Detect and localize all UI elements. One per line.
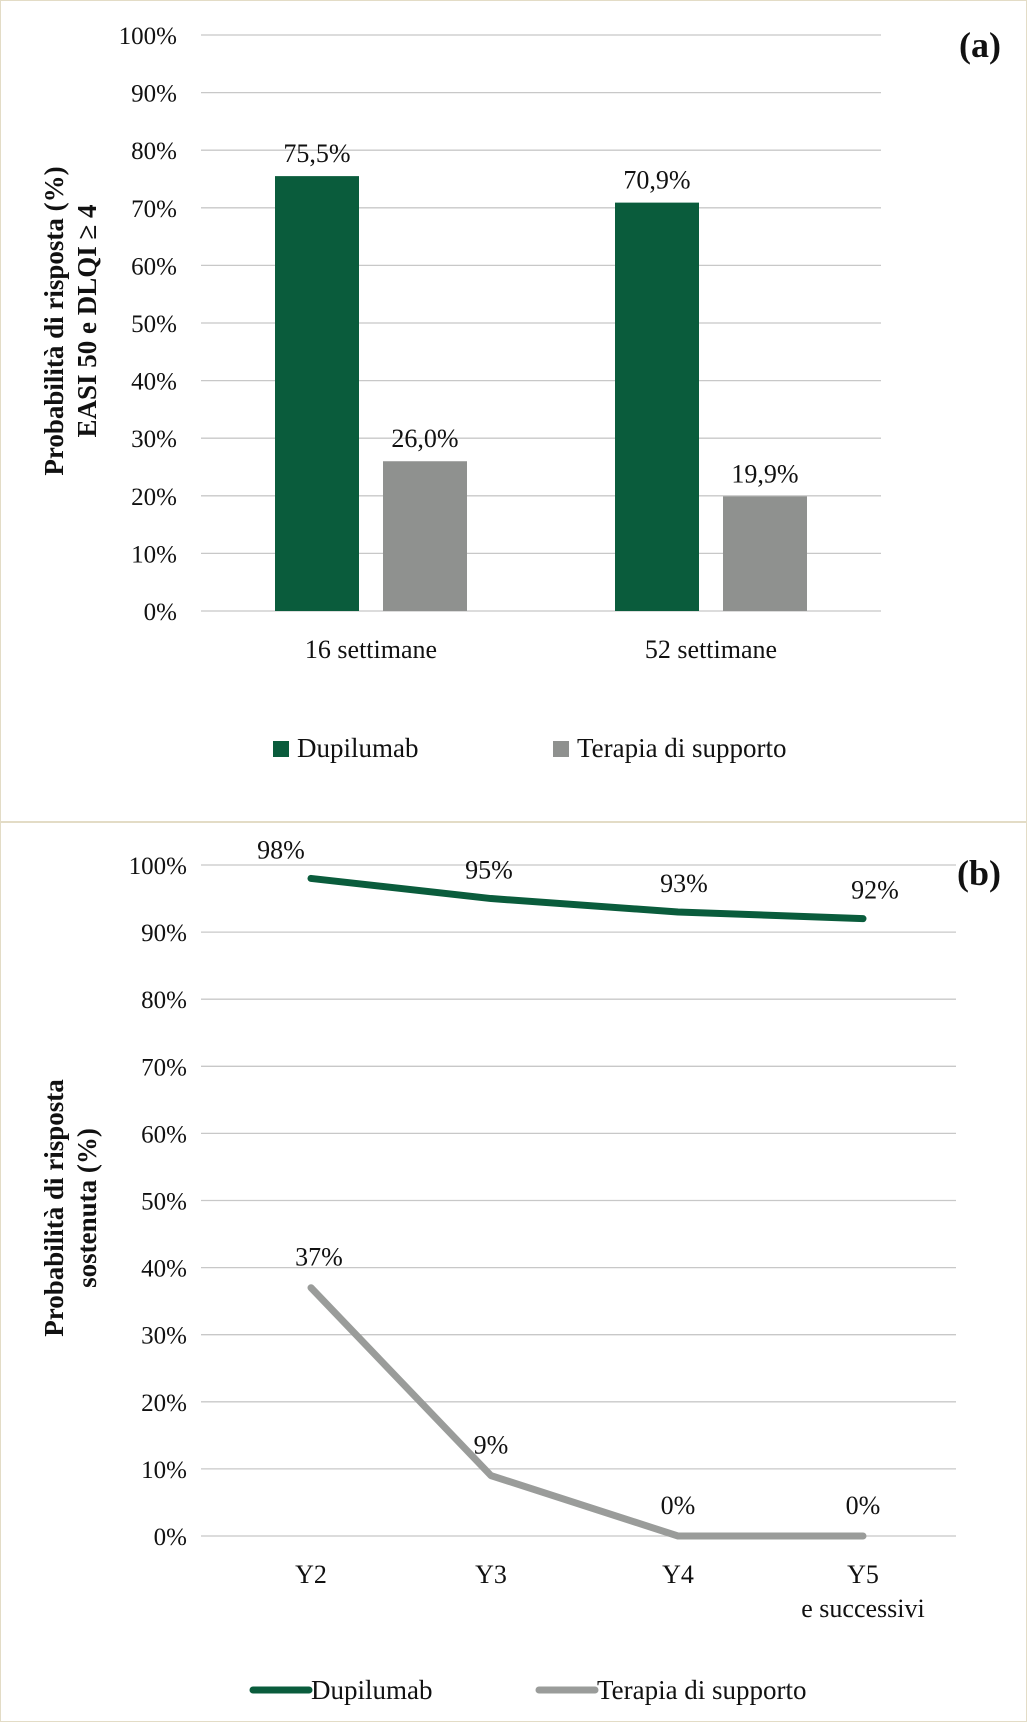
bar-terapia-di-supporto [383, 461, 467, 611]
bar-chart: 0% 10% 20% 30% 40% 50% 60% 70% 80% 90% 100% 75,5% 26… [39, 23, 1001, 763]
data-label: 92% [851, 876, 899, 905]
y-tick-label: 90% [131, 81, 177, 108]
y-tick-label: 60% [141, 1121, 187, 1148]
y-tick-label: 20% [141, 1390, 187, 1417]
y-tick-label: 50% [141, 1189, 187, 1216]
y-axis-title: sostenuta (%) [72, 1128, 102, 1288]
y-tick-label: 50% [131, 311, 177, 338]
panel-label: (a) [959, 25, 1001, 65]
y-tick-label: 10% [131, 541, 177, 568]
legend-swatch [273, 741, 289, 757]
y-axis-title: EASI 50 e DLQI ≥ 4 [72, 204, 102, 437]
y-tick-label: 80% [131, 138, 177, 165]
y-tick-label: 40% [131, 369, 177, 396]
data-label: 95% [465, 856, 513, 885]
data-label: 0% [846, 1491, 881, 1520]
data-label: 75,5% [283, 139, 350, 168]
data-label: 19,9% [731, 459, 798, 488]
y-tick-label: 30% [141, 1323, 187, 1350]
series-line-terapia-di-supporto [307, 1284, 867, 1540]
panel-label: (b) [957, 853, 1001, 893]
y-axis-title: Probabilità di risposta (%) [39, 166, 69, 475]
data-label: 93% [660, 869, 708, 898]
chart-panel-b: 0% 10% 20% 30% 40% 50% 60% 70% 80% 90% 100% Y2 Y3 Y4 Y… [0, 822, 1027, 1722]
y-tick-label: 70% [131, 196, 177, 223]
x-category-label: Y5 [847, 1560, 879, 1589]
data-label: 0% [661, 1491, 696, 1520]
data-label: 37% [295, 1243, 343, 1272]
y-tick-label: 60% [131, 253, 177, 280]
data-label: 98% [257, 835, 305, 864]
data-label: 70,9% [623, 166, 690, 195]
line-chart: 0% 10% 20% 30% 40% 50% 60% 70% 80% 90% 100% Y2 Y3 Y4 Y… [39, 835, 1001, 1705]
x-category-label: 16 settimane [305, 635, 437, 664]
y-tick-label: 100% [119, 23, 177, 50]
y-axis-title: Probabilità di risposta [39, 1079, 69, 1337]
legend-label: Terapia di supporto [597, 1675, 807, 1705]
y-tick-label: 10% [141, 1457, 187, 1484]
series-line-dupilumab [307, 874, 867, 923]
x-category-label: Y4 [662, 1560, 694, 1589]
y-tick-label: 90% [141, 920, 187, 947]
chart-panel-a: 0% 10% 20% 30% 40% 50% 60% 70% 80% 90% 100% 75,5% 26… [0, 0, 1027, 822]
bar-dupilumab [615, 202, 699, 611]
y-tick-label: 20% [131, 484, 177, 511]
bar-dupilumab [275, 176, 359, 611]
x-category-label: 52 settimane [645, 635, 777, 664]
y-tick-label: 0% [144, 599, 177, 626]
legend-label: Dupilumab [297, 733, 419, 763]
bar-terapia-di-supporto [723, 496, 807, 611]
y-tick-label: 100% [129, 853, 187, 880]
legend-swatch [553, 741, 569, 757]
y-tick-label: 40% [141, 1256, 187, 1283]
x-category-label: Y2 [295, 1560, 327, 1589]
data-label: 26,0% [391, 424, 458, 453]
legend-label: Terapia di supporto [577, 733, 787, 763]
y-tick-label: 30% [131, 426, 177, 453]
y-tick-label: 70% [141, 1054, 187, 1081]
data-label: 9% [474, 1431, 509, 1460]
legend-label: Dupilumab [311, 1675, 433, 1705]
x-category-label: Y3 [475, 1560, 507, 1589]
y-tick-label: 0% [154, 1524, 187, 1551]
y-tick-label: 80% [141, 987, 187, 1014]
x-category-label: e successivi [801, 1594, 924, 1623]
